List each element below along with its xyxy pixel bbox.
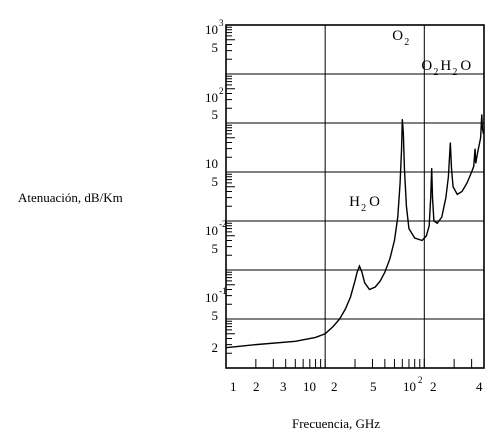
x-tick-label: 2 <box>253 379 260 394</box>
x-tick-label: 2 <box>430 379 437 394</box>
y-tick-label-exponent: 2 <box>219 86 224 96</box>
y-axis-label: Atenuación, dB/Km <box>18 190 123 205</box>
y-tick-label: 10 2 <box>205 86 224 105</box>
y-tick-label-text: 10 <box>205 22 218 37</box>
y-tick-label: 5 <box>212 174 219 189</box>
y-tick-label: 10 -2 <box>205 219 227 238</box>
x-tick-label: 4 <box>476 379 483 394</box>
annotation-subscript: 2 <box>404 37 409 48</box>
y-tick-label: 10 <box>205 156 218 171</box>
x-tick-label: 10 <box>403 379 416 394</box>
annotation-text: H <box>349 194 360 210</box>
y-tick-label: 10 -1 <box>205 286 227 305</box>
y-tick-label-text: 5 <box>212 107 219 122</box>
y-tick-label-text: 5 <box>212 40 219 55</box>
y-tick-label-text: 10 <box>205 290 218 305</box>
annotation-subscript: 2 <box>452 67 457 78</box>
series-line <box>225 114 485 349</box>
y-tick-label: 5 <box>212 107 219 122</box>
x-tick-label-exponent: 2 <box>418 375 423 385</box>
y-tick-label: 5 <box>212 40 219 55</box>
annotation-text: O <box>421 58 432 74</box>
annotation-text: O <box>392 28 403 44</box>
x-tick-label: 1 <box>230 379 237 394</box>
y-tick-label-text: 5 <box>212 308 219 323</box>
y-tick-label-text: 10 <box>205 223 218 238</box>
y-tick-label-text: 5 <box>212 174 219 189</box>
y-tick-label-text: 5 <box>212 241 219 256</box>
annotation-text-suffix: O <box>369 194 380 210</box>
y-minor-ticks <box>226 26 235 354</box>
x-tick-label: 10 <box>303 379 316 394</box>
annotation-text-suffix: O <box>460 58 471 74</box>
annotation-text: H <box>440 58 451 74</box>
annotation-subscript: 2 <box>361 203 366 214</box>
y-tick-label: 2 <box>212 340 219 355</box>
grid <box>226 25 484 368</box>
y-tick-label-exponent: -1 <box>219 286 227 296</box>
annotation-subscript: 2 <box>433 67 438 78</box>
x-axis-label: Frecuencia, GHz <box>292 416 380 431</box>
x-minor-ticks <box>255 359 473 368</box>
y-tick-label-text: 10 <box>205 90 218 105</box>
peak-annotations: H 2 OO 2O 2 H 2 O <box>349 28 471 214</box>
y-tick-label-text: 10 <box>205 156 218 171</box>
y-tick-label: 10 3 <box>205 18 224 37</box>
y-tick-label-exponent: -2 <box>219 219 227 229</box>
x-tick-label: 5 <box>370 379 377 394</box>
y-tick-label: 5 <box>212 308 219 323</box>
y-tick-label-exponent: 3 <box>219 18 224 28</box>
x-tick-label: 2 <box>331 379 338 394</box>
y-tick-label: 5 <box>212 241 219 256</box>
x-tick-label: 3 <box>280 379 287 394</box>
y-tick-label-text: 2 <box>212 340 219 355</box>
x-tick-labels: 1 2 3 10 2 5 10 2 2 4 <box>230 375 483 394</box>
